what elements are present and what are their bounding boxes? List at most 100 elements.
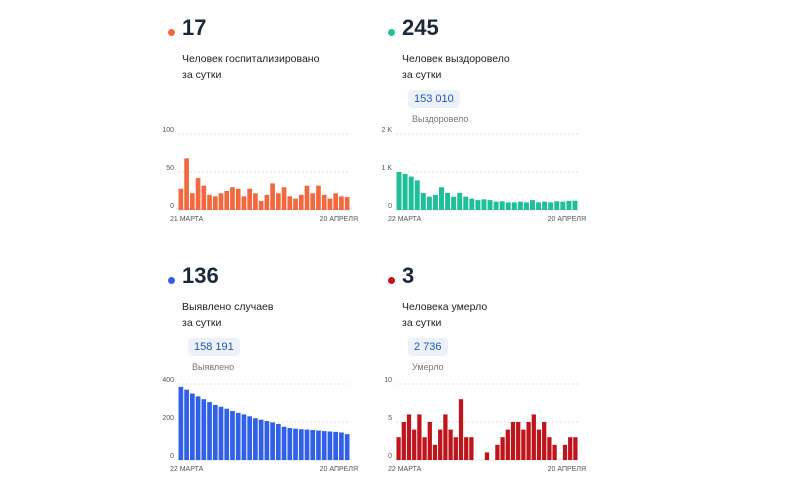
bar bbox=[230, 410, 235, 460]
bar bbox=[414, 180, 420, 210]
bar bbox=[548, 202, 554, 210]
bar bbox=[542, 422, 547, 460]
bar bbox=[573, 437, 578, 460]
total-badge: 153 010 bbox=[408, 90, 460, 108]
bar bbox=[469, 437, 474, 460]
bar bbox=[427, 422, 432, 460]
bar bbox=[281, 426, 287, 460]
bar-chart-cases: 400 200 0 22 МАРТА 20 АПРЕЛЯ bbox=[162, 377, 358, 473]
bar bbox=[298, 194, 304, 210]
bar bbox=[344, 197, 350, 210]
bar bbox=[241, 414, 247, 460]
y-tick-label: 200 bbox=[162, 415, 174, 422]
stat-description: Выявлено случаев за сутки bbox=[182, 301, 274, 329]
total-badge: 158 191 bbox=[188, 338, 240, 356]
y-tick-label: 50 bbox=[166, 165, 174, 172]
card-cases: 136 Выявлено случаев за сутки 158 191 Выя… bbox=[168, 258, 388, 488]
bar bbox=[560, 201, 566, 210]
y-tick-label: 1 K bbox=[381, 165, 392, 172]
bar bbox=[293, 428, 298, 460]
x-tick-label-end: 20 АПРЕЛЯ bbox=[320, 466, 358, 473]
bar bbox=[420, 192, 426, 210]
bar bbox=[475, 200, 481, 210]
bar bbox=[189, 393, 195, 460]
bar bbox=[516, 422, 521, 460]
bar bbox=[552, 444, 557, 460]
bar bbox=[212, 196, 218, 210]
bar bbox=[443, 414, 448, 460]
bar bbox=[412, 429, 417, 460]
bar bbox=[523, 202, 529, 210]
bar bbox=[247, 416, 253, 460]
bar bbox=[184, 158, 189, 210]
bar bbox=[253, 193, 258, 210]
bar bbox=[218, 193, 224, 210]
bullet-icon bbox=[388, 277, 395, 284]
y-tick-label: 0 bbox=[388, 453, 392, 460]
bar bbox=[451, 196, 457, 210]
y-tick-label: 2 K bbox=[381, 127, 392, 134]
bar bbox=[408, 176, 414, 210]
bar bbox=[339, 432, 344, 460]
bar bbox=[270, 183, 275, 210]
bar-chart-hospitalized: 100 50 0 21 МАРТА 20 АПРЕЛЯ bbox=[162, 127, 358, 223]
bar bbox=[406, 414, 412, 460]
bar bbox=[526, 422, 531, 460]
bar bbox=[275, 423, 281, 460]
card-deaths: 3 Человека умерло за сутки 2 736 Умерло bbox=[388, 258, 608, 488]
bar bbox=[500, 437, 505, 460]
bar bbox=[542, 201, 548, 210]
bar bbox=[258, 200, 264, 210]
bar bbox=[316, 430, 321, 460]
x-tick-label-start: 22 МАРТА bbox=[170, 466, 204, 473]
bar bbox=[511, 202, 517, 210]
bar bbox=[396, 172, 402, 210]
y-tick-label: 0 bbox=[388, 203, 392, 210]
bar bbox=[554, 201, 560, 210]
bar bbox=[445, 192, 451, 210]
bar bbox=[438, 429, 443, 460]
bar bbox=[304, 185, 310, 210]
stat-value: 136 bbox=[182, 263, 219, 288]
bar bbox=[247, 188, 253, 210]
bar bbox=[201, 399, 207, 460]
bar bbox=[495, 444, 500, 460]
bar bbox=[426, 196, 432, 210]
y-tick-label: 10 bbox=[384, 377, 392, 384]
bullet-icon bbox=[168, 277, 175, 284]
bar bbox=[493, 201, 499, 210]
bar bbox=[566, 200, 572, 210]
bar bbox=[536, 429, 542, 460]
bar bbox=[487, 200, 493, 210]
bar bbox=[230, 187, 235, 210]
y-tick-label: 400 bbox=[162, 377, 174, 384]
bar bbox=[562, 444, 568, 460]
bar bbox=[310, 193, 316, 210]
bar bbox=[327, 431, 333, 460]
bar bbox=[235, 188, 241, 210]
bar bbox=[458, 399, 464, 460]
total-label: Выздоровело bbox=[412, 114, 469, 124]
bar bbox=[264, 421, 270, 460]
bar bbox=[531, 414, 536, 460]
bar bbox=[499, 201, 505, 210]
bar bbox=[333, 431, 339, 460]
bar bbox=[327, 198, 333, 210]
bar bbox=[481, 199, 487, 210]
bar bbox=[184, 389, 189, 460]
x-tick-label-start: 22 МАРТА bbox=[388, 466, 422, 473]
stat-description: Человек госпитализировано за сутки bbox=[182, 53, 320, 81]
bar bbox=[287, 428, 293, 460]
bar bbox=[439, 187, 444, 210]
bar bbox=[547, 437, 552, 460]
bar bbox=[212, 404, 218, 460]
card-hospitalized: 17 Человек госпитализировано за сутки bbox=[168, 10, 388, 240]
bar bbox=[195, 178, 201, 210]
bar bbox=[417, 414, 422, 460]
bar bbox=[510, 422, 516, 460]
bar bbox=[310, 429, 316, 460]
bar bbox=[195, 396, 201, 460]
bar bbox=[505, 429, 510, 460]
bar-chart-deaths: 10 5 0 22 МАРТА 20 АПРЕЛЯ bbox=[384, 377, 586, 473]
bar bbox=[517, 201, 523, 210]
